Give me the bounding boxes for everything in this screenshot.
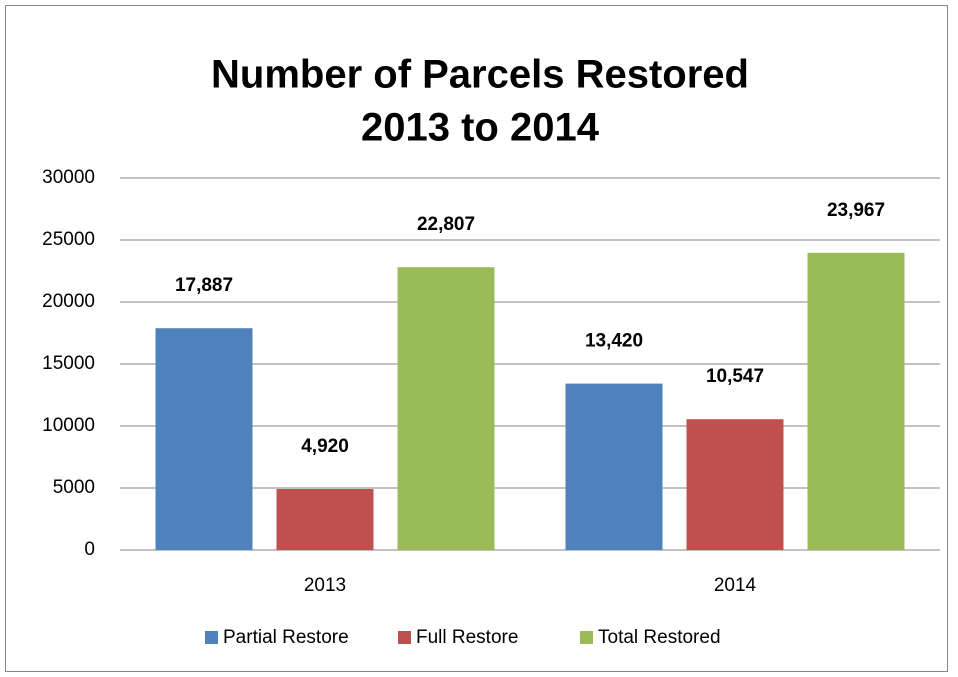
data-label: 4,920 [301,436,349,457]
y-tick-label: 20000 [42,291,95,312]
bar [276,488,374,550]
data-label: 22,807 [417,214,475,235]
chart-title: 2013 to 2014 [361,106,600,150]
data-label: 13,420 [585,331,643,352]
y-tick-label: 30000 [42,167,95,188]
data-label: 10,547 [706,366,764,387]
bar [397,267,495,550]
chart-title: Number of Parcels Restored [211,53,749,97]
data-label: 17,887 [175,275,233,296]
legend-label: Total Restored [598,627,721,648]
bar [807,252,905,550]
x-tick-label: 2014 [714,575,757,596]
y-tick-label: 15000 [42,353,95,374]
legend-swatch [398,631,411,644]
y-tick-label: 25000 [42,229,95,250]
bar [686,419,784,550]
legend-swatch [205,631,218,644]
legend-label: Full Restore [416,627,518,648]
y-tick-label: 5000 [53,477,95,498]
bar [565,383,663,550]
legend-label: Partial Restore [223,627,349,648]
legend-swatch [580,631,593,644]
y-tick-label: 0 [84,539,95,560]
x-tick-label: 2013 [304,575,346,596]
data-label: 23,967 [827,200,885,221]
bar [155,328,253,550]
y-tick-label: 10000 [42,415,95,436]
